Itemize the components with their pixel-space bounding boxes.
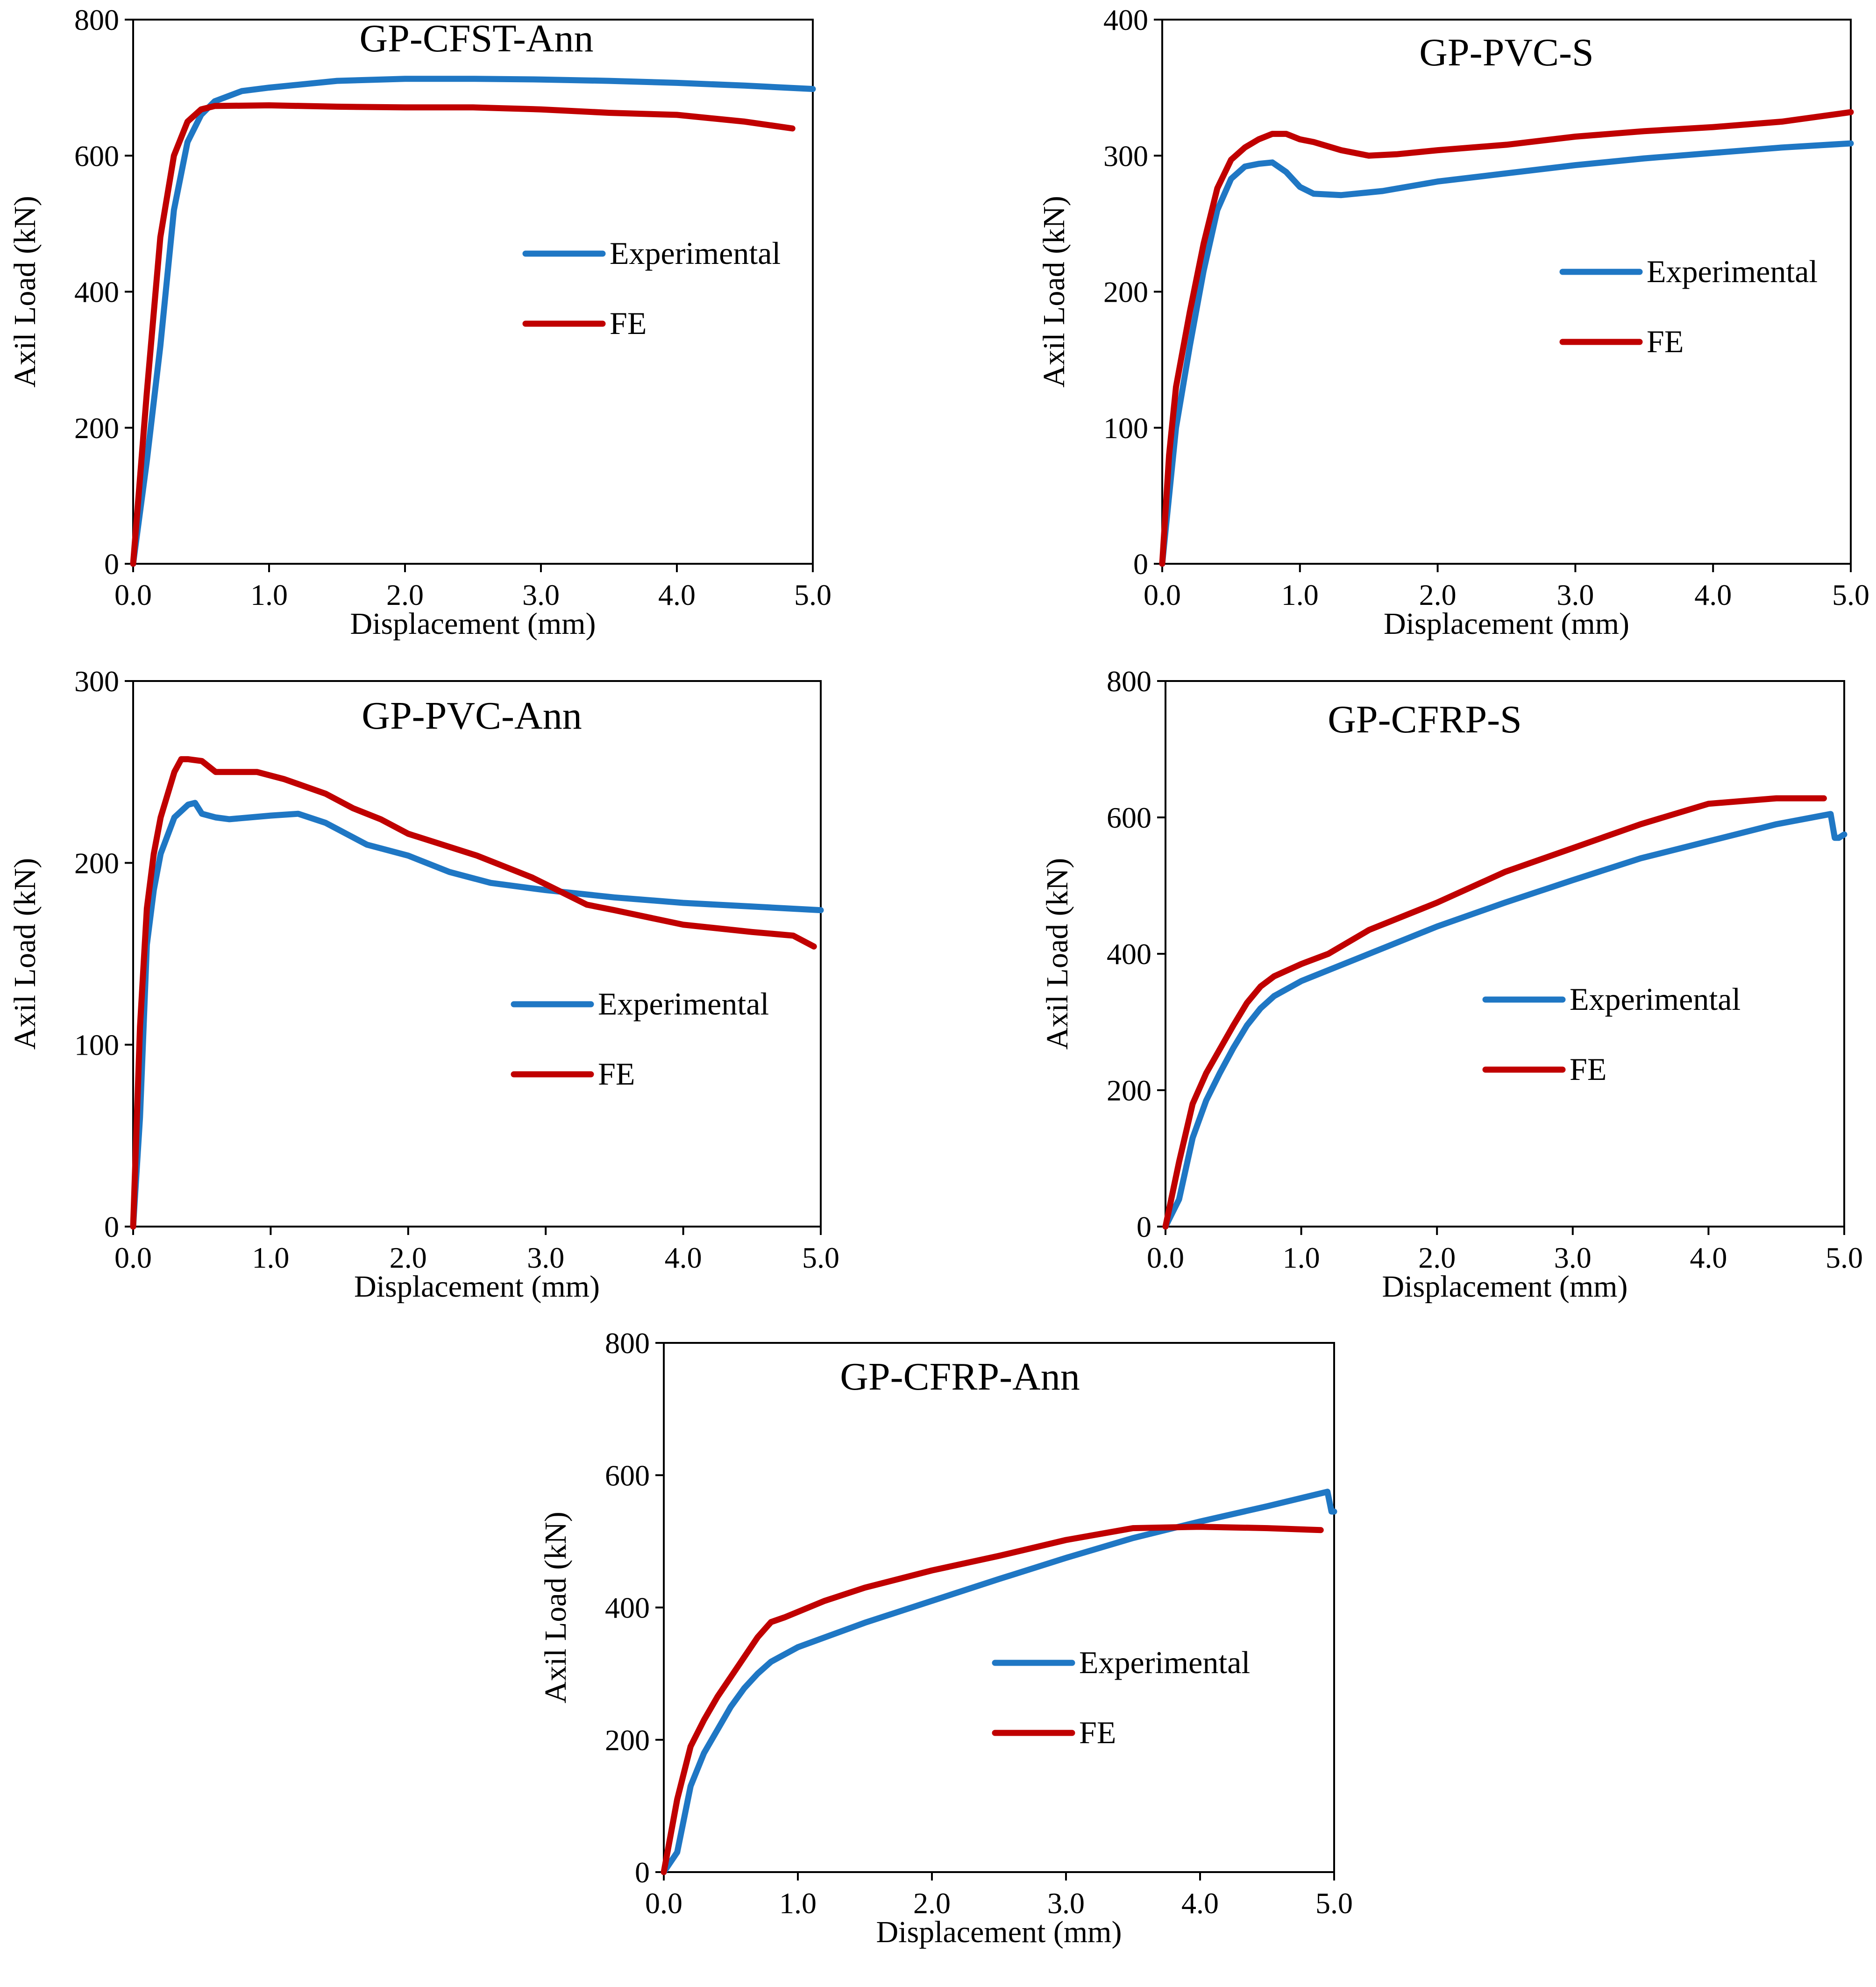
plot-frame [663, 1342, 1335, 1873]
chart-3: 0 100 200 300 0.0 1.0 2.0 3.0 4.0 5.0 Displacement… [8, 665, 839, 1304]
y-tick-label: 200 [1103, 276, 1148, 309]
y-tick-label: 600 [605, 1459, 650, 1492]
x-tick-label: 1.0 [779, 1887, 817, 1920]
experimental-series-line [1162, 811, 1848, 1230]
x-tick-label: 0.0 [645, 1887, 682, 1920]
y-axis-label: Axil Load (kN) [8, 858, 42, 1050]
y-tick-label: 0 [104, 1210, 119, 1243]
y-tick-label: 400 [1103, 3, 1148, 36]
y-tick-label: 400 [605, 1591, 650, 1625]
x-tick-label: 1.0 [252, 1241, 289, 1274]
legend-label-fe: FE [1079, 1715, 1116, 1750]
y-tick-label: 800 [605, 1327, 650, 1360]
y-axis-label: Axil Load (kN) [8, 196, 42, 388]
y-tick-label: 800 [74, 3, 119, 36]
legend-label-experimental: Experimental [1647, 254, 1818, 289]
legend-label-experimental: Experimental [610, 235, 781, 271]
x-tick-label: 3.0 [1554, 1241, 1592, 1274]
chart-title: GP-CFRP-Ann [840, 1355, 1080, 1398]
chart-5: 0 200 400 600 800 0.0 1.0 2.0 3.0 4.0 5.0 Displacem… [539, 1327, 1353, 1949]
y-axis-label: Axil Load (kN) [1040, 858, 1074, 1050]
plot-frame [1161, 19, 1852, 565]
y-tick-label: 0 [635, 1856, 650, 1889]
x-tick-label: 4.0 [1690, 1241, 1727, 1274]
x-tick-label: 4.0 [658, 578, 696, 611]
x-tick-label: 4.0 [1181, 1887, 1219, 1920]
x-tick-label: 1.0 [1281, 578, 1319, 611]
x-tick-label: 0.0 [1147, 1241, 1184, 1274]
y-tick-label: 300 [74, 665, 119, 698]
x-tick-label: 2.0 [1419, 578, 1457, 611]
y-tick-label: 200 [1107, 1074, 1151, 1107]
legend-label-experimental: Experimental [1570, 981, 1741, 1017]
chart-title: GP-CFST-Ann [359, 17, 593, 60]
legend-label-experimental: Experimental [1079, 1645, 1250, 1680]
y-axis-label: Axil Load (kN) [1037, 196, 1071, 388]
y-tick-label: 100 [1103, 412, 1148, 445]
y-tick-label: 200 [605, 1724, 650, 1757]
y-tick-label: 0 [1137, 1210, 1151, 1243]
fe-series-line [130, 756, 817, 1230]
x-axis-label: Displacement (mm) [1384, 607, 1629, 641]
x-tick-label: 5.0 [794, 578, 831, 611]
x-axis-label: Displacement (mm) [350, 607, 596, 641]
chart-title: GP-PVC-S [1419, 31, 1593, 74]
x-tick-label: 0.0 [114, 1241, 152, 1274]
x-tick-label: 0.0 [1144, 578, 1181, 611]
y-tick-label: 200 [74, 846, 119, 880]
plot-frame [1165, 680, 1845, 1228]
y-tick-label: 400 [74, 276, 119, 309]
experimental-series-line [130, 76, 816, 567]
x-tick-label: 2.0 [386, 578, 424, 611]
plot-frame [132, 680, 822, 1228]
x-tick-label: 0.0 [114, 578, 152, 611]
x-tick-label: 5.0 [1826, 1241, 1863, 1274]
y-tick-label: 100 [74, 1029, 119, 1062]
y-tick-label: 600 [74, 139, 119, 172]
x-tick-label: 3.0 [1556, 578, 1594, 611]
y-tick-label: 0 [104, 547, 119, 581]
fe-series-line [130, 102, 796, 567]
x-tick-label: 3.0 [527, 1241, 564, 1274]
x-tick-label: 2.0 [913, 1887, 951, 1920]
chart-4: 0 200 400 600 800 0.0 1.0 2.0 3.0 4.0 5.0 Displacem… [1040, 665, 1863, 1304]
plot-frame [132, 19, 814, 565]
fe-series-line [1162, 795, 1827, 1230]
experimental-series-line [661, 1489, 1337, 1875]
x-tick-label: 4.0 [1694, 578, 1732, 611]
y-tick-label: 300 [1103, 139, 1148, 172]
legend-label-experimental: Experimental [598, 986, 769, 1022]
fe-series-line [1159, 109, 1854, 567]
chart-2: 0 100 200 300 400 0.0 1.0 2.0 3.0 4.0 5.0 Displacem… [1037, 3, 1869, 641]
y-axis-label: Axil Load (kN) [539, 1512, 573, 1703]
y-tick-label: 0 [1133, 547, 1148, 581]
x-tick-label: 2.0 [1418, 1241, 1456, 1274]
x-tick-label: 5.0 [802, 1241, 839, 1274]
y-tick-label: 400 [1107, 937, 1151, 971]
x-tick-label: 4.0 [665, 1241, 702, 1274]
legend-label-fe: FE [598, 1056, 635, 1092]
x-axis-label: Displacement (mm) [876, 1915, 1122, 1949]
experimental-series-line [1159, 140, 1854, 567]
y-tick-label: 200 [74, 412, 119, 445]
x-tick-label: 1.0 [250, 578, 288, 611]
chart-1: 0 200 400 600 800 0.0 1.0 2.0 3.0 4.0 5.0 Displacem… [8, 3, 831, 641]
x-axis-label: Displacement (mm) [1382, 1270, 1627, 1304]
x-axis-label: Displacement (mm) [354, 1270, 600, 1304]
x-tick-label: 5.0 [1315, 1887, 1353, 1920]
x-tick-label: 3.0 [522, 578, 560, 611]
x-tick-label: 1.0 [1283, 1241, 1320, 1274]
chart-title: GP-PVC-Ann [362, 694, 582, 738]
legend-label-fe: FE [610, 305, 647, 341]
chart-title: GP-CFRP-S [1328, 698, 1522, 741]
y-tick-label: 600 [1107, 801, 1151, 834]
legend-label-fe: FE [1647, 324, 1684, 359]
y-tick-label: 800 [1107, 665, 1151, 698]
x-tick-label: 5.0 [1832, 578, 1869, 611]
legend-label-fe: FE [1570, 1051, 1606, 1087]
x-tick-label: 2.0 [390, 1241, 427, 1274]
x-tick-label: 3.0 [1047, 1887, 1085, 1920]
fe-series-line [661, 1524, 1324, 1875]
